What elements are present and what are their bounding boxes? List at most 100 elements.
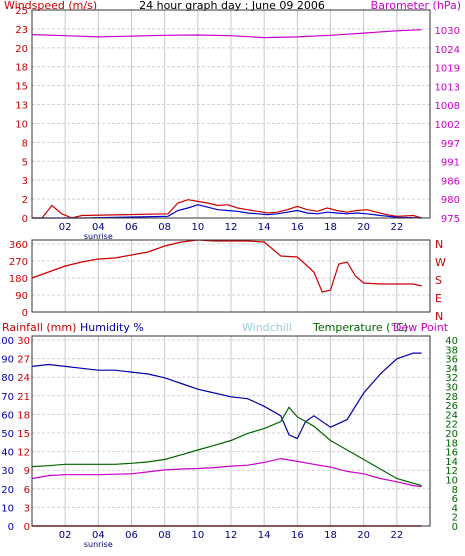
wind-ytick: 10: [15, 119, 28, 130]
humidity-ytick: 40: [1, 448, 14, 459]
temp-xtick: 20: [357, 530, 370, 541]
rain-ytick: 9: [24, 466, 30, 477]
humidity-ytick: 100: [0, 336, 14, 347]
wind-panel-frame: [31, 9, 431, 219]
temp-xtick: 22: [390, 530, 403, 541]
compass-label: S: [435, 274, 442, 287]
temperature-ytick: 12: [445, 466, 458, 477]
baro-ytick: 1030: [435, 26, 460, 37]
wind-xtick: 02: [59, 222, 72, 233]
rain-ytick: 24: [17, 373, 30, 384]
compass-label: E: [435, 292, 442, 305]
temp-xtick: 10: [191, 530, 204, 541]
temperature-ytick: 30: [445, 383, 458, 394]
wind-ytick: 18: [15, 63, 28, 74]
temperature-ytick: 26: [445, 401, 458, 412]
wind-ytick: 2: [22, 195, 28, 206]
wind-ytick: 8: [22, 138, 28, 149]
compass-label: N: [435, 238, 443, 251]
direction-ytick: 360: [9, 240, 28, 251]
temperature-line: [31, 406, 422, 487]
direction-panel-frame: [31, 239, 431, 313]
wind-xtick: 04: [92, 222, 105, 233]
temp-xtick: 18: [324, 530, 337, 541]
baro-ytick: 997: [441, 139, 460, 150]
chart-title: 24 hour graph day : June 09 2006: [139, 0, 325, 12]
rain-ytick: 21: [17, 392, 30, 403]
wind-ytick: 15: [15, 82, 28, 93]
temperature-ytick: 2: [452, 513, 458, 524]
sunrise-label: sunrise: [84, 232, 113, 241]
sunrise-label: sunrise: [84, 540, 113, 549]
wind-ytick: 5: [22, 157, 28, 168]
wind-xtick: 14: [258, 222, 271, 233]
humidity-ytick: 30: [1, 466, 14, 477]
temperature-ytick: 22: [445, 420, 458, 431]
temp-xtick: 12: [225, 530, 238, 541]
windspeed-line: [32, 199, 422, 219]
humidity-ytick: 60: [1, 410, 14, 421]
temperature-ytick: 10: [445, 476, 458, 487]
rain-ytick: 12: [17, 448, 30, 459]
humidity-ytick: 70: [1, 392, 14, 403]
compass-label: W: [435, 256, 446, 269]
compass-label: N: [435, 310, 443, 323]
rain-ytick: 6: [24, 485, 30, 496]
temperature-ytick: 18: [445, 438, 458, 449]
direction-ytick: 270: [9, 257, 28, 268]
rain-ytick: 0: [24, 522, 30, 533]
baro-ytick: 1013: [435, 82, 460, 93]
wind-xtick: 20: [357, 222, 370, 233]
wind-xtick: 06: [125, 222, 138, 233]
temp-xtick: 14: [258, 530, 271, 541]
temp-xtick: 08: [158, 530, 171, 541]
baro-ytick: 1024: [435, 45, 460, 56]
temp-xtick: 02: [59, 530, 72, 541]
humidity-ytick: 20: [1, 485, 14, 496]
wind-xtick: 10: [191, 222, 204, 233]
windchill-label: Windchill: [242, 321, 292, 334]
baro-ytick: 991: [441, 158, 460, 169]
humidity-ytick: 0: [8, 522, 14, 533]
wind-direction-line: [31, 239, 422, 293]
wind-axis-label: Windspeed (m/s): [4, 0, 97, 12]
humidity-ytick: 90: [1, 355, 14, 366]
temperature-ytick: 24: [445, 410, 458, 421]
temperature-ytick: 4: [452, 503, 458, 514]
temperature-ytick: 14: [445, 457, 458, 468]
temperature-ytick: 32: [445, 373, 458, 384]
wind-xtick: 18: [324, 222, 337, 233]
wind-xtick: 12: [225, 222, 238, 233]
temperature-ytick: 0: [452, 522, 458, 533]
rain-ytick: 15: [17, 429, 30, 440]
temperature-ytick: 38: [445, 345, 458, 356]
humidity-ytick: 50: [1, 429, 14, 440]
temp-panel-frame: [31, 335, 431, 527]
wind-ytick: 13: [15, 101, 28, 112]
direction-ytick: 0: [22, 308, 28, 319]
temperature-ytick: 36: [445, 355, 458, 366]
baro-axis-label: Barometer (hPa): [371, 0, 461, 12]
rain-ytick: 3: [24, 503, 30, 514]
humidity-axis-label: Humidity %: [80, 321, 144, 334]
temperature-ytick: 16: [445, 448, 458, 459]
rain-ytick: 18: [17, 410, 30, 421]
baro-ytick: 986: [441, 176, 460, 187]
temp-xtick: 06: [125, 530, 138, 541]
wind-ytick: 20: [15, 44, 28, 55]
wind-ytick: 0: [22, 214, 28, 225]
wind-ytick: 3: [22, 176, 28, 187]
temperature-ytick: 34: [445, 364, 458, 375]
baro-ytick: 1002: [435, 120, 460, 131]
temp-xtick: 16: [291, 530, 304, 541]
temperature-axis-label: Temperature (°C): [312, 321, 408, 334]
baro-ytick: 980: [441, 195, 460, 206]
baro-ytick: 975: [441, 214, 460, 225]
wind-xtick: 22: [390, 222, 403, 233]
wind-ytick: 23: [15, 25, 28, 36]
direction-ytick: 90: [15, 291, 28, 302]
wind-xtick: 08: [158, 222, 171, 233]
humidity-ytick: 80: [1, 373, 14, 384]
temperature-ytick: 28: [445, 392, 458, 403]
